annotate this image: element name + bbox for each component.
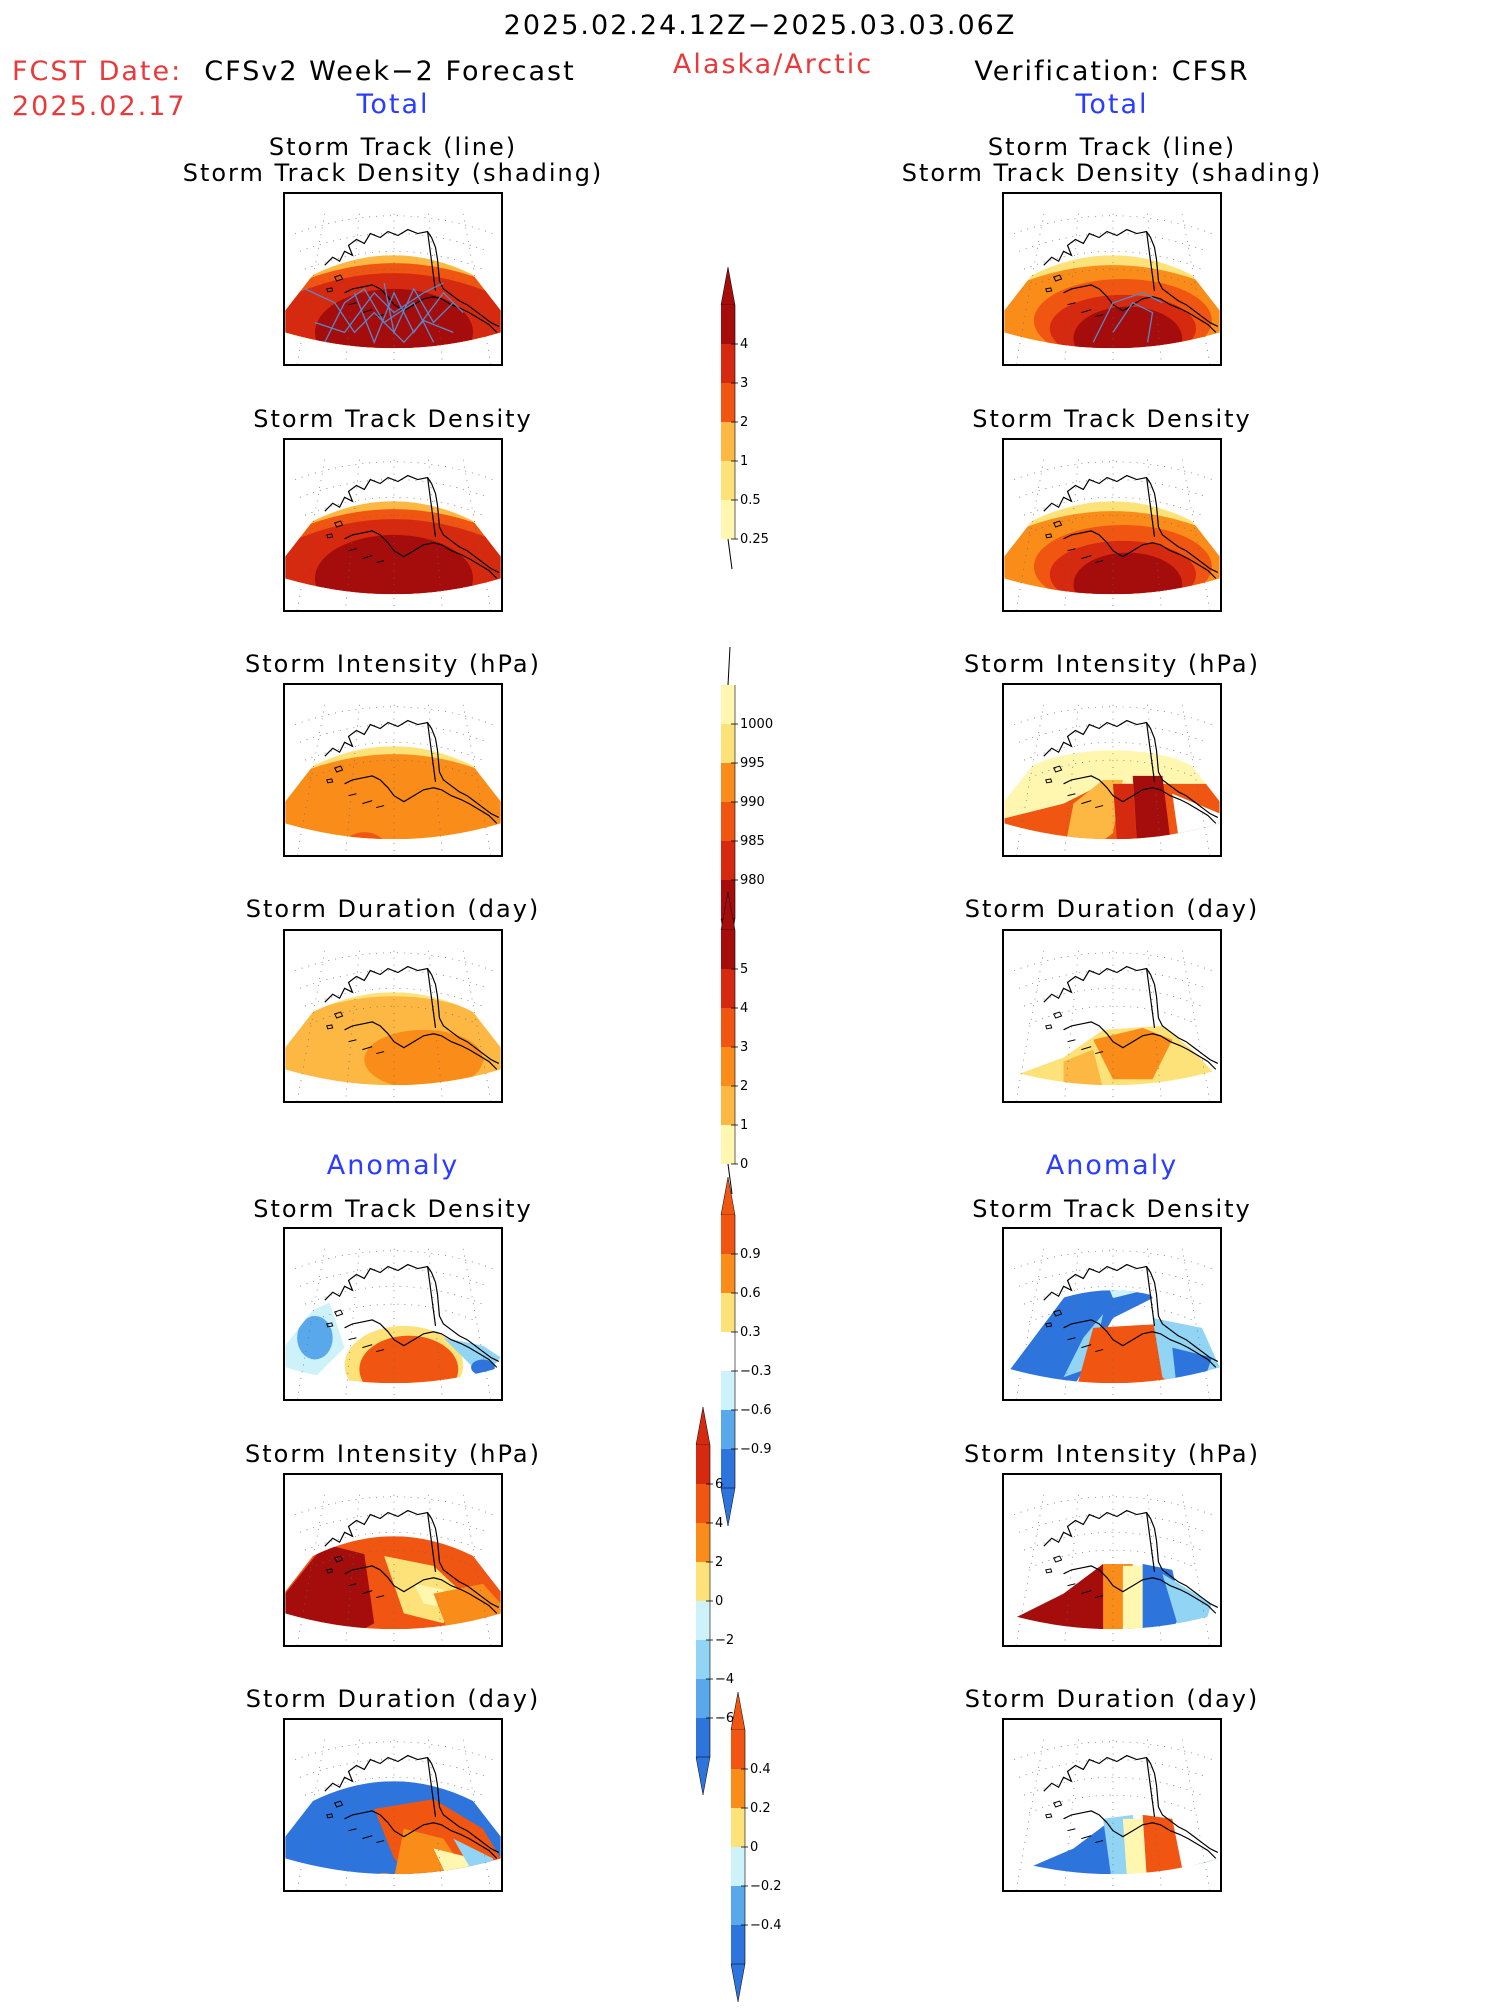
map-right-anom-density [1002,1227,1222,1401]
svg-text:990: 990 [740,795,765,810]
left-intensity-title: Storm Intensity (hPa) [245,650,541,678]
colorbar-anom-duration: 0.4 0.2 0 −0.2 −0.4 [730,1690,800,2008]
right-intensity-title: Storm Intensity (hPa) [964,650,1260,678]
right-anom-intensity-title: Storm Intensity (hPa) [964,1440,1260,1468]
map-left-anom-duration [283,1718,503,1892]
svg-text:2: 2 [740,1079,748,1094]
left-total-label: Total [356,89,430,120]
map-left-track [283,192,503,366]
map-left-intensity [283,683,503,857]
map-right-duration [1002,929,1222,1103]
svg-text:4: 4 [740,337,748,352]
left-anom-density-title: Storm Track Density [253,1195,533,1223]
right-density-title: Storm Track Density [972,405,1252,433]
left-track-shading-title: Storm Track Density (shading) [182,159,604,187]
fcst-date-value: 2025.02.17 [12,91,187,122]
colorbar-total-duration: 5 4 3 2 1 0 [720,890,790,1208]
svg-text:0: 0 [740,1157,748,1172]
right-anom-duration-title: Storm Duration (day) [964,1685,1260,1713]
left-anom-duration-title: Storm Duration (day) [245,1685,541,1713]
svg-text:3: 3 [740,376,748,391]
svg-text:−4: −4 [715,1672,734,1687]
svg-text:995: 995 [740,756,765,771]
svg-text:−0.2: −0.2 [750,1879,782,1894]
left-track-line-title: Storm Track (line) [268,133,518,161]
svg-text:2: 2 [715,1555,723,1570]
map-right-track [1002,192,1222,366]
map-left-density [283,438,503,612]
svg-text:1: 1 [740,1118,748,1133]
svg-text:6: 6 [715,1477,723,1492]
svg-text:4: 4 [715,1516,723,1531]
svg-text:0.3: 0.3 [740,1325,761,1340]
map-left-anom-intensity [283,1473,503,1647]
left-anom-intensity-title: Storm Intensity (hPa) [245,1440,541,1468]
region-title: Alaska/Arctic [672,49,874,80]
map-right-density [1002,438,1222,612]
svg-text:1000: 1000 [740,717,773,732]
colorbar-anom-intensity: 6 4 2 0 −2 −4 −6 [695,1405,765,1801]
svg-text:−0.3: −0.3 [740,1364,772,1379]
svg-text:985: 985 [740,834,765,849]
svg-text:0.9: 0.9 [740,1247,761,1262]
svg-text:5: 5 [740,962,748,977]
svg-text:3: 3 [740,1040,748,1055]
right-anom-density-title: Storm Track Density [972,1195,1252,1223]
model-title: CFSv2 Week−2 Forecast [204,56,576,87]
map-right-anom-intensity [1002,1473,1222,1647]
svg-text:4: 4 [740,1001,748,1016]
right-track-shading-title: Storm Track Density (shading) [901,159,1323,187]
right-duration-title: Storm Duration (day) [964,895,1260,923]
colorbar-total-density: 4 3 2 1 0.5 0.25 [720,265,790,583]
svg-text:2: 2 [740,415,748,430]
svg-text:−0.9: −0.9 [740,1442,772,1457]
map-left-duration [283,929,503,1103]
svg-text:980: 980 [740,873,765,888]
svg-text:0: 0 [750,1840,758,1855]
verification-title: Verification: CFSR [974,56,1250,87]
map-right-anom-duration [1002,1718,1222,1892]
period-title: 2025.02.24.12Z−2025.03.03.06Z [503,10,1017,41]
svg-text:−0.4: −0.4 [750,1918,782,1933]
svg-text:−0.6: −0.6 [740,1403,772,1418]
svg-text:0.4: 0.4 [750,1762,771,1777]
right-anomaly-label: Anomaly [1045,1150,1179,1181]
map-right-intensity [1002,683,1222,857]
colorbar-anom-density: 0.9 0.6 0.3 −0.3 −0.6 −0.9 [720,1175,790,1532]
right-track-line-title: Storm Track (line) [987,133,1237,161]
left-duration-title: Storm Duration (day) [245,895,541,923]
svg-text:1: 1 [740,454,748,469]
left-anomaly-label: Anomaly [326,1150,460,1181]
svg-text:−6: −6 [715,1711,734,1726]
map-left-anom-density [283,1227,503,1401]
svg-text:0.25: 0.25 [740,532,769,547]
svg-text:0.6: 0.6 [740,1286,761,1301]
svg-text:0: 0 [715,1594,723,1609]
left-density-title: Storm Track Density [253,405,533,433]
right-total-label: Total [1075,89,1149,120]
svg-text:−2: −2 [715,1633,734,1648]
fcst-date-label: FCST Date: [12,56,183,87]
svg-text:0.5: 0.5 [740,493,761,508]
svg-text:0.2: 0.2 [750,1801,771,1816]
